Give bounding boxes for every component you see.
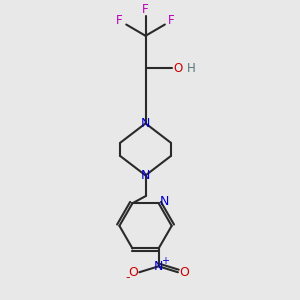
Text: F: F [142,3,149,16]
Text: F: F [116,14,123,28]
Text: -: - [125,271,130,284]
Text: N: N [154,260,163,273]
Text: O: O [128,266,138,279]
Text: N: N [141,169,150,182]
Text: O: O [179,266,189,279]
Text: H: H [187,62,196,75]
Text: +: + [160,256,169,266]
Text: N: N [141,117,150,130]
Text: F: F [168,14,175,28]
Text: N: N [160,195,169,208]
Text: O: O [173,62,182,75]
